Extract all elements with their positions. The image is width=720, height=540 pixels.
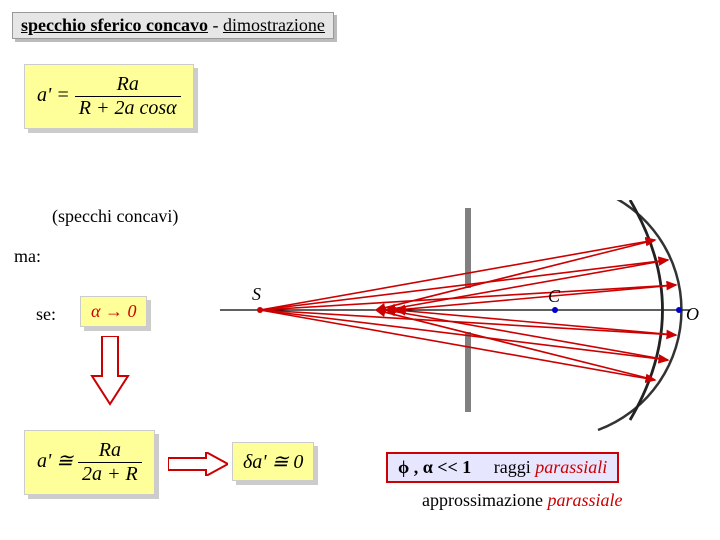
formula-a-prime: a' = Ra R + 2a cosα: [24, 64, 194, 129]
formula2-num: Ra: [78, 439, 142, 463]
aperture-top: [465, 208, 471, 288]
label-S: S: [252, 284, 261, 305]
paraxial-lhs: ϕ , α << 1: [398, 457, 471, 477]
formula2-frac: Ra 2a + R: [78, 439, 142, 486]
title-sub: dimostrazione: [223, 15, 325, 35]
ma-label: ma:: [14, 246, 41, 267]
paraxial-condition-box: ϕ , α << 1 raggi parassiali: [386, 452, 619, 483]
point-O: [676, 307, 682, 313]
delta-a: δa' ≅ 0: [243, 451, 303, 473]
approx-pre: approssimazione: [422, 490, 547, 510]
formula1-num: Ra: [75, 73, 181, 97]
formula1-lhs: a' =: [37, 84, 75, 106]
point-C: [552, 307, 558, 313]
formula-a-prime-approx: a' ≅ Ra 2a + R: [24, 430, 155, 495]
aperture-bottom: [465, 332, 471, 412]
label-C: C: [548, 286, 560, 307]
alpha-to-zero-box: α → 0: [80, 296, 147, 327]
paraxial-approx-label: approssimazione parassiale: [422, 490, 622, 511]
down-arrow-icon: [90, 336, 130, 406]
paraxial-rhs-pre: raggi: [494, 457, 535, 477]
title-sep: -: [208, 15, 223, 35]
se-label: se:: [36, 304, 56, 325]
delta-a-box: δa' ≅ 0: [232, 442, 314, 481]
ray-diagram: [220, 200, 710, 440]
formula2-den: 2a + R: [78, 463, 142, 486]
right-arrow-icon: [168, 452, 228, 476]
formula1-frac: Ra R + 2a cosα: [75, 73, 181, 120]
formula2-lhs: a' ≅: [37, 450, 78, 472]
title-main: specchio sferico concavo: [21, 15, 208, 35]
alpha-to-zero: α → 0: [91, 301, 136, 321]
label-O: O: [686, 304, 699, 325]
title-box: specchio sferico concavo - dimostrazione: [12, 12, 334, 39]
concavi-label: (specchi concavi): [52, 206, 178, 227]
approx-em: parassiale: [547, 490, 622, 510]
paraxial-rhs-em: parassiali: [535, 457, 607, 477]
point-S: [257, 307, 263, 313]
formula1-den: R + 2a cosα: [75, 97, 181, 120]
